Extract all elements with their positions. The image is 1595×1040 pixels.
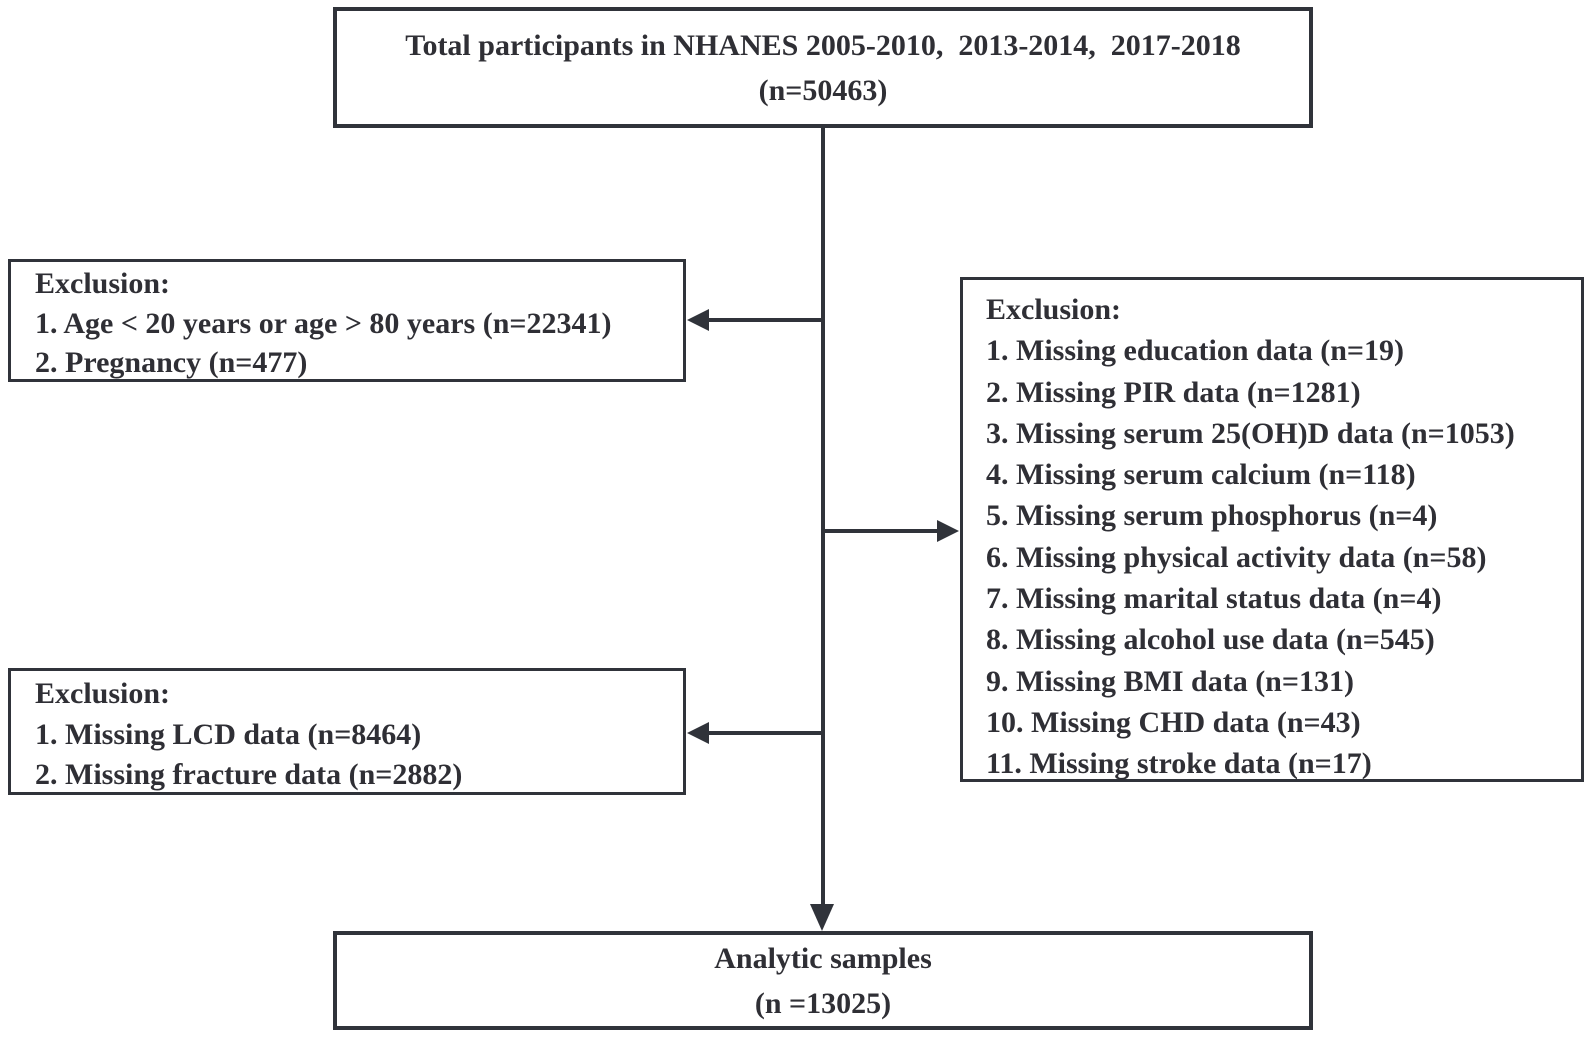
arrowhead-right-icon: [937, 520, 959, 542]
analytic-samples-text: Analytic samples: [714, 941, 932, 975]
exclusion-age-pregnancy-box: Exclusion: 1. Age < 20 years or age > 80…: [8, 259, 686, 382]
exclusion-title: Exclusion:: [986, 293, 1122, 326]
exclusion-item: 2. Pregnancy (n=477): [35, 346, 308, 379]
exclusion-missing-lcd-fracture-box: Exclusion: 1. Missing LCD data (n=8464) 2…: [8, 668, 686, 795]
main-flow-line: [821, 128, 825, 906]
exclusion-list: 1. Age < 20 years or age > 80 years (n=2…: [35, 304, 677, 383]
total-participants-box: Total participants in NHANES 2005-2010, …: [333, 7, 1313, 128]
arrowhead-left-icon: [687, 722, 709, 744]
exclusion-title: Exclusion:: [35, 677, 171, 710]
arrowhead-left-icon: [687, 309, 709, 331]
analytic-samples-box: Analytic samples (n =13025): [333, 931, 1313, 1030]
exclusion-list: 1. Missing LCD data (n=8464) 2. Missing f…: [35, 715, 677, 796]
exclusion-item: 10. Missing CHD data (n=43): [986, 705, 1361, 739]
exclusion-item: 9. Missing BMI data (n=131): [986, 664, 1354, 698]
exclusion-item: 1. Missing education data (n=19): [986, 334, 1404, 368]
exclusion-item: 11. Missing stroke data (n=17): [986, 747, 1372, 781]
analytic-samples-count: (n =13025): [754, 986, 892, 1020]
total-participants-text: Total participants in NHANES 2005-2010, …: [405, 28, 1241, 62]
exclusion-item: 2. Missing fracture data (n=2882): [35, 758, 463, 791]
exclusion-item: 4. Missing serum calcium (n=118): [986, 458, 1416, 492]
total-participants-count: (n=50463): [758, 73, 888, 107]
exclusion-item: 2. Missing PIR data (n=1281): [986, 375, 1361, 409]
exclusion-item: 3. Missing serum 25(OH)D data (n=1053): [986, 416, 1515, 450]
exclusion-item: 8. Missing alcohol use data (n=545): [986, 623, 1435, 657]
exclusion-item: 1. Missing LCD data (n=8464): [35, 717, 422, 751]
exclusion-list: 1. Missing education data (n=19) 2. Missi…: [986, 330, 1575, 784]
exclusion-item: 1. Age < 20 years or age > 80 years (n=2…: [35, 306, 612, 340]
connector-to-covariates-exclusion: [823, 529, 940, 533]
exclusion-item: 6. Missing physical activity data (n=58): [986, 540, 1487, 574]
exclusion-title: Exclusion:: [35, 267, 171, 300]
exclusion-missing-covariates-box: Exclusion: 1. Missing education data (n=…: [960, 277, 1584, 782]
exclusion-item: 7. Missing marital status data (n=4): [986, 582, 1442, 616]
arrowhead-down-icon: [810, 904, 834, 931]
exclusion-item: 5. Missing serum phosphorus (n=4): [986, 499, 1438, 533]
connector-to-outcome-exclusion: [708, 731, 823, 735]
connector-to-age-exclusion: [708, 318, 823, 322]
